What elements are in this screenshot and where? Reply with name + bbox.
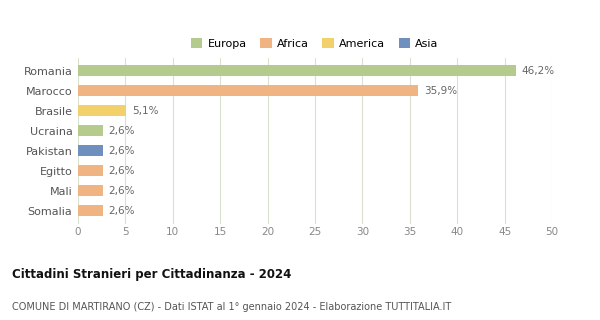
Bar: [78, 185, 103, 196]
Bar: [78, 145, 103, 156]
Bar: [78, 65, 516, 76]
Text: 2,6%: 2,6%: [109, 186, 135, 196]
Bar: [78, 125, 103, 136]
Text: COMUNE DI MARTIRANO (CZ) - Dati ISTAT al 1° gennaio 2024 - Elaborazione TUTTITAL: COMUNE DI MARTIRANO (CZ) - Dati ISTAT al…: [12, 302, 451, 312]
Text: 2,6%: 2,6%: [109, 146, 135, 156]
Text: 2,6%: 2,6%: [109, 206, 135, 216]
Bar: [78, 85, 418, 96]
Bar: [78, 105, 127, 116]
Text: 5,1%: 5,1%: [132, 106, 158, 116]
Text: 2,6%: 2,6%: [109, 126, 135, 136]
Bar: [78, 205, 103, 216]
Text: 46,2%: 46,2%: [521, 66, 555, 76]
Legend: Europa, Africa, America, Asia: Europa, Africa, America, Asia: [191, 38, 439, 49]
Text: 2,6%: 2,6%: [109, 166, 135, 176]
Text: Cittadini Stranieri per Cittadinanza - 2024: Cittadini Stranieri per Cittadinanza - 2…: [12, 268, 292, 281]
Text: 35,9%: 35,9%: [424, 86, 457, 96]
Bar: [78, 165, 103, 176]
